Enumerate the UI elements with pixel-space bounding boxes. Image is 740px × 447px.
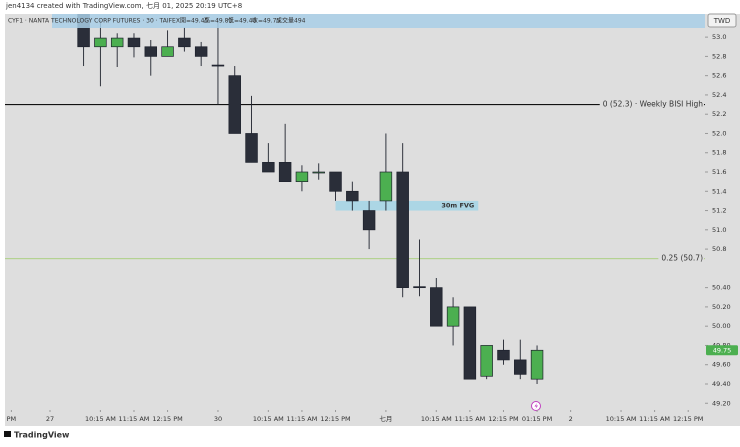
plot: 30m FVG 0 (52.3) · Weekly BISI High 0.25 (… xyxy=(5,14,705,384)
y-tick-label: 51.0 xyxy=(712,226,726,234)
x-tick-label: 11:15 AM xyxy=(454,415,485,423)
y-tick-label: 49.60 xyxy=(712,361,731,369)
x-tick-label: 30 xyxy=(214,415,222,423)
y-tick-label: 51.8 xyxy=(712,149,726,157)
price-axis xyxy=(705,14,740,410)
candle-body xyxy=(446,306,460,327)
candle-body xyxy=(530,349,544,380)
candle-body xyxy=(463,306,477,380)
candle-body xyxy=(127,37,141,48)
level-label: 0 (52.3) · Weekly BISI High xyxy=(603,100,704,109)
candle-body xyxy=(144,46,158,57)
y-tick-label: 53.0 xyxy=(712,33,726,41)
x-tick-label: 11:15 AM xyxy=(286,415,317,423)
candle-body xyxy=(329,171,342,192)
x-tick-label: 12:15 PM xyxy=(152,415,182,423)
time-axis xyxy=(5,410,740,426)
candle-body xyxy=(278,162,292,182)
candle-body xyxy=(295,171,309,182)
candle-body xyxy=(346,190,359,202)
y-tick-label: 50.00 xyxy=(712,322,731,330)
x-tick-label: 12:15 PM xyxy=(673,415,703,423)
candle-body xyxy=(228,75,241,134)
brand: TradingView xyxy=(14,431,70,440)
currency[interactable]: TWD xyxy=(713,17,731,25)
brand-logo xyxy=(4,431,11,437)
y-tick-label: 50.40 xyxy=(712,284,731,292)
y-tick-label: 52.4 xyxy=(712,91,726,99)
y-tick-label: 50.8 xyxy=(712,245,726,253)
ohlc-value: 開=49.45 xyxy=(180,18,208,25)
candle-body xyxy=(110,37,124,48)
y-tick-label: 52.0 xyxy=(712,129,726,137)
ohlc-value: 收=49.75 xyxy=(252,17,280,25)
y-tick-label: 52.6 xyxy=(712,72,726,80)
x-tick-label: 2 xyxy=(569,415,573,423)
level-label-bg xyxy=(658,253,704,264)
ohlc-value: 高=49.80 xyxy=(204,17,232,25)
candle-body xyxy=(362,210,376,231)
x-tick-label: 01:15 PM xyxy=(522,415,552,423)
candle-body xyxy=(245,133,258,163)
x-tick-label: 12:15 PM xyxy=(320,415,350,423)
candle-body xyxy=(211,64,225,67)
candle-body xyxy=(262,162,275,173)
y-tick-label: 49.20 xyxy=(712,399,731,407)
candle-body xyxy=(161,46,174,57)
x-tick-label: PM xyxy=(7,415,17,423)
candle-body xyxy=(497,349,510,361)
level-label: 0.25 (50.7) xyxy=(661,254,703,263)
x-tick-label: 10:15 AM xyxy=(85,415,116,423)
y-tick-label: 51.6 xyxy=(712,168,726,176)
fvg-label: 30m FVG xyxy=(441,202,474,210)
x-tick-label: 27 xyxy=(46,415,54,423)
ohlc-value: 低=49.40 xyxy=(228,17,256,25)
header-bar xyxy=(52,14,705,28)
candle-body xyxy=(514,359,527,375)
last-price-label: 49.75 xyxy=(713,346,732,354)
level-label-bg xyxy=(599,99,704,110)
y-tick-label: 50.20 xyxy=(712,303,731,311)
candle-body xyxy=(396,171,409,288)
candle-body xyxy=(178,37,191,48)
candle-body xyxy=(379,171,393,202)
x-tick-label: 10:15 AM xyxy=(421,415,452,423)
x-tick-label: 七月 xyxy=(379,414,392,423)
candle-body xyxy=(430,287,443,327)
last-price-tag xyxy=(706,345,738,356)
x-tick-label: 12:15 PM xyxy=(488,415,518,423)
candle-body xyxy=(94,37,107,48)
x-tick-label: 10:15 AM xyxy=(606,415,637,423)
candle-body xyxy=(312,171,325,174)
y-tick-label: 51.4 xyxy=(712,187,726,195)
symbol-title: CYF1 · NANTA TECHNOLOGY CORP FUTURES · 3… xyxy=(8,18,180,25)
y-tick-label: 52.8 xyxy=(712,52,726,60)
ohlc-value: 成交量494 xyxy=(276,17,306,25)
x-tick-label: 11:15 AM xyxy=(639,415,670,423)
currency-button[interactable] xyxy=(707,13,737,28)
lightning xyxy=(534,403,538,409)
credit: jen4134 created with TradingView.com, 七月… xyxy=(5,1,242,10)
candle-body xyxy=(194,46,208,57)
y-tick-label: 49.40 xyxy=(712,380,731,388)
x-tick-label: 11:15 AM xyxy=(119,415,150,423)
candle-body xyxy=(413,286,426,289)
y-tick-label: 52.2 xyxy=(712,110,726,118)
plot-area xyxy=(5,14,705,410)
y-tick-label: 51.2 xyxy=(712,207,726,215)
x-tick-label: 10:15 AM xyxy=(253,415,284,423)
candle-body xyxy=(480,345,493,377)
